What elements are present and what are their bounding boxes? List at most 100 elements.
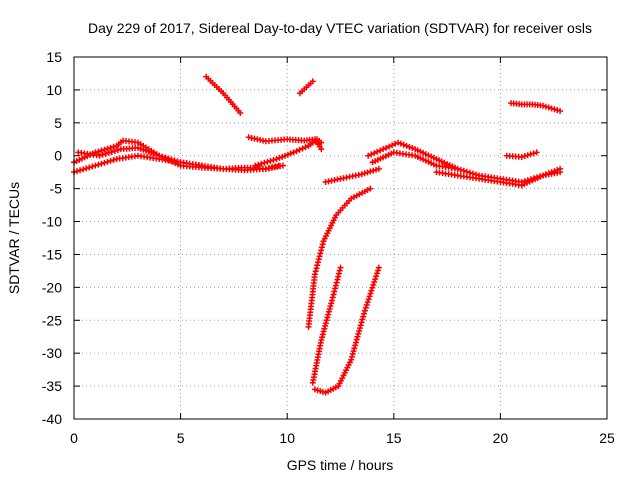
y-tick-label: -40	[42, 411, 62, 427]
data-point	[457, 166, 464, 173]
y-tick-label: 10	[46, 82, 62, 98]
data-point	[557, 107, 564, 114]
data-point	[545, 104, 552, 111]
data-point	[518, 154, 525, 161]
data-point	[365, 152, 372, 159]
data-point	[363, 302, 370, 309]
data-point	[282, 152, 289, 159]
axis-ticks: 0 5 10 15 20 25 -40 -35 -30 -25 -20 -15 -10 -5 0 5 10 15	[42, 49, 615, 446]
y-tick-label: -35	[42, 378, 62, 394]
data-point	[337, 264, 344, 271]
data-point	[319, 241, 326, 248]
data-point	[101, 146, 108, 153]
data-point	[454, 165, 461, 172]
data-point	[255, 161, 262, 168]
data-point	[362, 304, 369, 311]
data-point	[375, 264, 382, 271]
y-tick-label: -25	[42, 312, 62, 328]
data-point	[83, 165, 90, 172]
data-point	[98, 160, 105, 167]
y-tick-label: -10	[42, 214, 62, 230]
data-point	[198, 162, 205, 169]
data-point	[269, 164, 276, 171]
data-point	[261, 159, 268, 166]
data-point	[299, 145, 306, 152]
data-point	[360, 310, 367, 317]
data-point	[98, 147, 105, 154]
data-point	[360, 313, 367, 320]
data-point	[165, 155, 172, 162]
data-point	[296, 146, 303, 153]
series-8	[309, 264, 344, 386]
data-point	[350, 348, 357, 355]
data-point	[89, 163, 96, 170]
y-tick-label: 0	[54, 148, 62, 164]
data-point	[352, 339, 359, 346]
x-tick-label: 25	[599, 430, 615, 446]
data-point	[460, 167, 467, 174]
x-tick-label: 10	[279, 430, 295, 446]
data-point	[325, 308, 332, 315]
data-point	[96, 152, 103, 159]
data-point	[332, 285, 339, 292]
x-tick-label: 15	[386, 430, 402, 446]
data-point	[358, 319, 365, 326]
data-point	[107, 157, 114, 164]
x-axis-label: GPS time / hours	[287, 457, 394, 473]
data-point	[353, 336, 360, 343]
data-point	[324, 314, 331, 321]
chart-title: Day 229 of 2017, Sidereal Day-to-day VTE…	[88, 20, 592, 36]
data-point	[320, 328, 327, 335]
data-point	[389, 142, 396, 149]
y-tick-label: -5	[50, 181, 63, 197]
data-point	[92, 162, 99, 169]
data-point	[364, 169, 371, 176]
data-point	[557, 165, 564, 172]
data-point	[336, 267, 343, 274]
data-point	[264, 158, 271, 165]
data-point	[395, 139, 402, 146]
x-tick-label: 5	[177, 430, 185, 446]
data-point	[530, 150, 537, 157]
data-point	[314, 262, 321, 269]
data-point	[331, 288, 338, 295]
data-point	[74, 168, 81, 175]
data-point	[370, 167, 377, 174]
data-point	[368, 287, 375, 294]
data-point	[540, 102, 547, 109]
y-axis-label: SDTVAR / TECUs	[6, 182, 22, 294]
data-point	[275, 162, 282, 169]
data-point	[80, 166, 87, 173]
y-tick-label: -30	[42, 345, 62, 361]
data-point	[321, 325, 328, 332]
data-point	[262, 165, 269, 172]
data-point	[364, 299, 371, 306]
y-tick-label: 5	[54, 115, 62, 131]
data-point	[317, 250, 324, 257]
data-point	[373, 166, 380, 173]
data-point	[312, 268, 319, 275]
data-point	[318, 146, 325, 153]
data-point	[273, 156, 280, 163]
data-point	[352, 342, 359, 349]
data-point	[335, 273, 342, 280]
data-point	[335, 270, 342, 277]
data-point	[315, 259, 322, 266]
data-point	[302, 144, 309, 151]
data-point	[524, 152, 531, 159]
data-point	[368, 151, 375, 158]
data-point	[101, 159, 108, 166]
data-point	[548, 105, 555, 112]
series-11	[365, 139, 461, 172]
data-point	[533, 149, 540, 156]
series-14	[503, 149, 540, 161]
series-12	[369, 149, 564, 186]
data-point	[159, 153, 166, 160]
data-point	[95, 148, 102, 155]
series-5	[252, 136, 325, 169]
data-point	[380, 146, 387, 153]
data-point	[293, 148, 300, 155]
data-point	[174, 158, 181, 165]
data-point	[369, 284, 376, 291]
